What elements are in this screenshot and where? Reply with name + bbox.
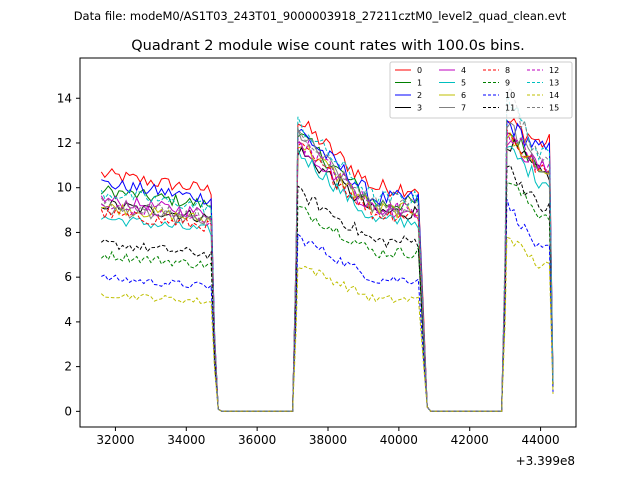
legend-label-11: 11 (505, 104, 515, 113)
x-tick-label: 44000 (521, 433, 559, 447)
x-offset-label: +3.399e8 (516, 454, 575, 468)
legend-box (389, 61, 573, 119)
legend-label-12: 12 (549, 66, 559, 75)
legend-label-4: 4 (461, 66, 466, 75)
plot-lines (100, 87, 554, 412)
x-tick-label: 32000 (96, 433, 134, 447)
legend-label-13: 13 (549, 79, 559, 88)
legend-label-5: 5 (461, 79, 466, 88)
y-tick-label: 8 (64, 225, 72, 239)
series-line-10 (101, 199, 554, 412)
y-tick-label: 12 (57, 136, 72, 150)
legend-label-15: 15 (549, 104, 559, 113)
y-tick-label: 0 (64, 404, 72, 418)
y-tick-label: 6 (64, 270, 72, 284)
x-tick-label: 42000 (451, 433, 489, 447)
y-tick-label: 2 (64, 360, 72, 374)
axes: 32000 34000 36000 38000 40000 42000 44000 0 2 4 6 8… (57, 57, 577, 447)
legend-label-1: 1 (417, 79, 422, 88)
x-tick-label: 38000 (309, 433, 347, 447)
y-tick-label: 4 (64, 315, 72, 329)
chart-title: Quadrant 2 module wise count rates with … (131, 38, 525, 54)
legend-label-2: 2 (417, 91, 422, 100)
figure-suptitle: Data file: modeM0/AS1T03_243T01_90000039… (74, 9, 567, 23)
series-line-15 (100, 87, 554, 412)
series-line-14 (100, 236, 554, 412)
legend-label-10: 10 (505, 91, 515, 100)
y-tick-label: 10 (57, 181, 72, 195)
legend-label-6: 6 (461, 91, 466, 100)
x-tick-label: 34000 (167, 433, 205, 447)
legend-label-0: 0 (417, 66, 422, 75)
legend-label-7: 7 (461, 104, 466, 113)
legend-label-3: 3 (417, 104, 422, 113)
legend-label-9: 9 (505, 79, 510, 88)
legend-label-14: 14 (549, 91, 559, 100)
x-tick-label: 40000 (380, 433, 418, 447)
legend-label-8: 8 (505, 66, 510, 75)
y-tick-label: 14 (57, 91, 72, 105)
x-tick-label: 36000 (238, 433, 276, 447)
